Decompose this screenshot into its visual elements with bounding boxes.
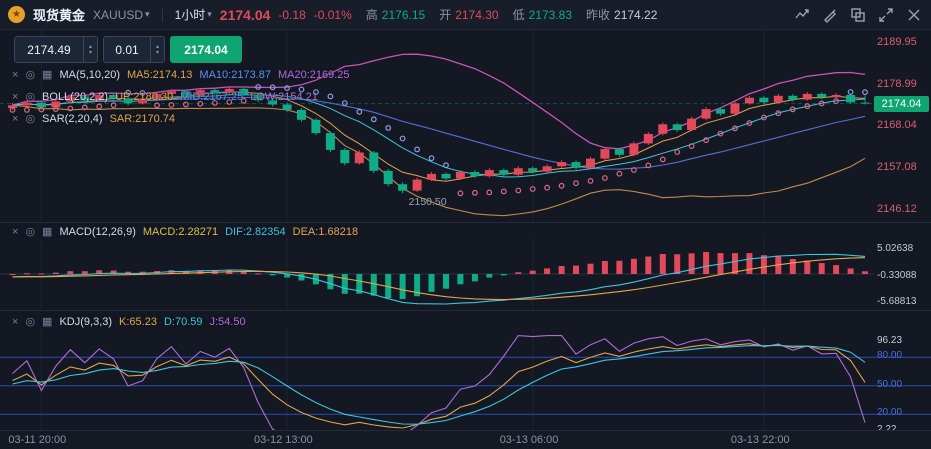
indicator-name: KDJ(9,3,3): [59, 315, 113, 328]
step-size-stepper[interactable]: ▴ ▾: [150, 37, 164, 62]
buy-price-value: 2174.04: [184, 42, 228, 57]
step-size-value: 0.01: [115, 42, 139, 57]
sar-indicator-row: × ◎ SAR(2,20,4) SAR:2170.74: [12, 112, 176, 126]
eye-icon[interactable]: ◎: [25, 113, 36, 125]
time-axis-label: 03-13 22:00: [730, 434, 790, 446]
remove-indicator-icon[interactable]: ×: [12, 68, 19, 81]
divider: [161, 7, 163, 22]
remove-indicator-icon[interactable]: ×: [12, 225, 19, 238]
stat-open: 开 2174.30: [439, 7, 499, 23]
time-axis-label: 03-12 13:00: [254, 434, 313, 446]
indicator-value: MA10:2173.87: [199, 68, 271, 81]
macd-axis-label: 5.02638: [877, 243, 914, 254]
fullscreen-icon[interactable]: [877, 6, 895, 24]
macd-chart[interactable]: [0, 238, 931, 310]
ma-indicator-row: × ◎ ▦ MA(5,10,20) MA5:2174.13 MA10:2173.…: [12, 68, 350, 82]
stat-low: 低 2173.83: [512, 7, 572, 23]
boll-indicator-row: × ◎ BOLL(20,2,2) UP:2180.30 MID:2167.25 …: [12, 90, 318, 104]
symbol-code: XAUUSD: [93, 7, 144, 22]
eye-icon[interactable]: ◎: [25, 91, 36, 103]
stat-high: 高 2176.15: [365, 7, 426, 23]
indicator-value: MA5:2174.13: [126, 68, 193, 81]
low-price-annotation: 2150.50: [408, 196, 447, 209]
kdj-axis-label: 50.00: [877, 378, 903, 390]
kdj-chart[interactable]: [0, 328, 931, 437]
indicator-value: K:65.23: [119, 315, 157, 328]
timeframe-label: 1小时: [174, 8, 206, 22]
indicator-name: BOLL(20,2,2): [42, 90, 109, 103]
indicator-value: MACD:2.28271: [142, 225, 219, 238]
remove-indicator-icon[interactable]: ×: [12, 90, 19, 103]
eye-icon[interactable]: ◎: [25, 69, 36, 81]
remove-indicator-icon[interactable]: ×: [12, 315, 19, 328]
symbol-name: 现货黄金: [33, 8, 86, 23]
kdj-axis-label: 2.22: [877, 424, 896, 435]
indicator-value: LOW:2154.21: [250, 90, 318, 103]
time-axis-label: 03-11 20:00: [8, 434, 67, 446]
macd-axis-label: -0.33088: [877, 270, 917, 281]
symbol-selector[interactable]: XAUUSD ▾: [93, 8, 150, 22]
timeframe-selector[interactable]: 1小时 ▾: [175, 6, 212, 23]
price-change: -0.18: [278, 7, 306, 22]
price-axis-label: 2178.99: [877, 77, 917, 90]
sell-price-stepper[interactable]: ▴ ▾: [83, 37, 97, 62]
indicator-settings-icon[interactable]: ▦: [42, 316, 53, 328]
buy-price-box[interactable]: 2174.04: [170, 36, 242, 63]
price-change-pct: -0.01%: [313, 7, 352, 22]
indicator-value: D:70.59: [163, 315, 203, 328]
indicator-name: MACD(12,26,9): [59, 225, 136, 238]
indicator-value: J:54.50: [209, 315, 246, 328]
sell-price-box[interactable]: 2174.49 ▴ ▾: [14, 36, 98, 63]
time-axis-label: 03-13 06:00: [499, 434, 559, 446]
header-tools: [793, 6, 923, 24]
main-price-chart[interactable]: [0, 30, 931, 222]
indicator-settings-icon[interactable]: [793, 6, 811, 24]
indicator-name: SAR(2,20,4): [42, 112, 103, 125]
stat-prev-close: 昨收 2174.22: [586, 7, 658, 23]
remove-indicator-icon[interactable]: ×: [12, 112, 19, 125]
price-axis-label: 2189.95: [877, 36, 917, 48]
price-axis-label: 2157.08: [877, 161, 917, 174]
kdj-axis-label: 20.00: [877, 407, 903, 419]
eye-icon[interactable]: ◎: [25, 316, 36, 328]
price-axis-label: 2146.12: [877, 202, 917, 215]
time-axis[interactable]: 03-11 20:00 03-12 13:00 03-13 06:00 03-13 2…: [0, 430, 931, 449]
kdj-axis-label: 80.00: [877, 350, 903, 362]
step-size-box[interactable]: 0.01 ▴ ▾: [103, 36, 165, 63]
macd-axis-label: -5.68813: [877, 296, 917, 307]
panel-divider: [0, 310, 931, 311]
indicator-value: MID:2167.25: [180, 90, 244, 103]
chevron-down-icon: ▾: [145, 9, 150, 19]
indicator-name: MA(5,10,20): [59, 68, 120, 81]
header-bar: ★ 现货黄金 XAUUSD ▾ 1小时 ▾ 2174.04 -0.18 -0.0…: [0, 0, 931, 30]
draw-icon[interactable]: [821, 6, 839, 24]
macd-indicator-row: × ◎ ▦ MACD(12,26,9) MACD:2.28271 DIF:2.8…: [12, 225, 359, 239]
indicator-value: DIF:2.82354: [225, 225, 286, 238]
panel-divider: [0, 222, 931, 223]
eye-icon[interactable]: ◎: [25, 226, 36, 238]
sell-price-value: 2174.49: [27, 42, 71, 57]
indicator-value: UP:2180.30: [115, 90, 174, 103]
indicator-value: SAR:2170.74: [109, 112, 176, 125]
compare-icon[interactable]: [849, 6, 867, 24]
close-icon[interactable]: [905, 6, 923, 24]
last-price: 2174.04: [219, 6, 271, 23]
chevron-down-icon: ▾: [207, 9, 212, 19]
indicator-value: DEA:1.68218: [292, 225, 359, 238]
symbol-logo-icon: ★: [8, 6, 25, 23]
kdj-axis-label: 96.23: [877, 334, 903, 346]
current-price-tag: 2174.04: [874, 95, 929, 112]
price-axis-label: 2168.04: [877, 119, 917, 132]
kdj-indicator-row: × ◎ ▦ KDJ(9,3,3) K:65.23 D:70.59 J:54.50: [12, 315, 246, 329]
indicator-settings-icon[interactable]: ▦: [42, 69, 53, 81]
indicator-settings-icon[interactable]: ▦: [42, 226, 53, 238]
indicator-value: MA20:2169.25: [277, 68, 350, 81]
